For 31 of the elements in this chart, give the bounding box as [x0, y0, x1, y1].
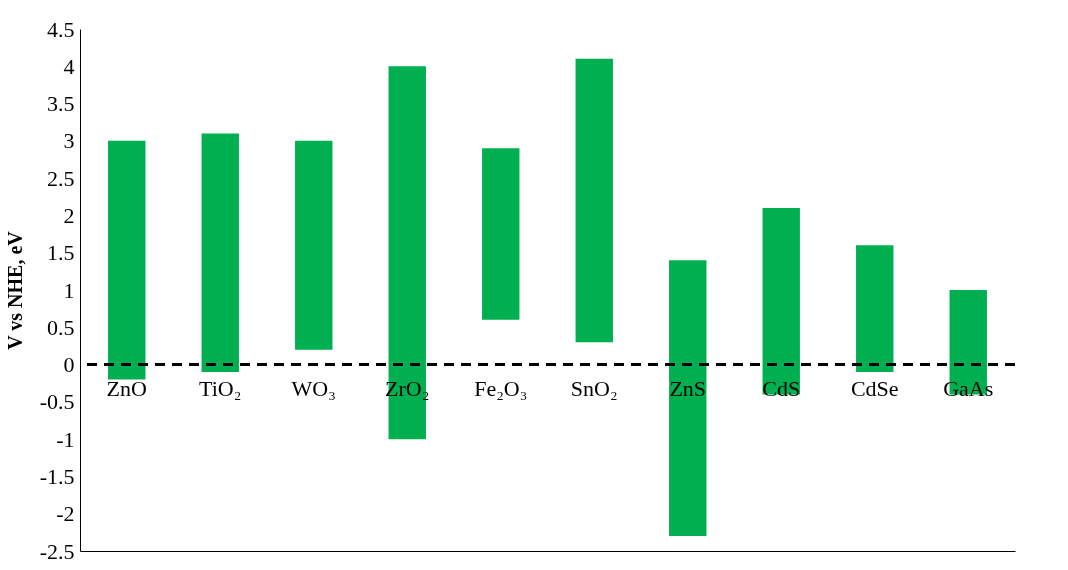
y-tick-label: 3.5 [47, 91, 75, 117]
bar [482, 148, 520, 320]
y-tick-label: 0 [63, 352, 75, 378]
x-tick-label: SnO₂ [570, 376, 618, 402]
y-axis-title: V vs NHE, eV [3, 230, 26, 350]
x-tick-label: ZnS [669, 376, 707, 402]
x-tick-label: CdSe [850, 376, 899, 402]
x-tick-label: WO₃ [291, 376, 336, 402]
y-tick-label: 0.5 [47, 314, 75, 340]
y-tick-label: -2 [56, 501, 75, 527]
x-tick-label: TiO₂ [199, 376, 242, 402]
y-tick-label: 3 [63, 128, 75, 154]
bar [295, 140, 333, 350]
bar [201, 133, 239, 373]
bar [856, 245, 894, 373]
x-tick-label: Fe₂O₃ [474, 376, 528, 402]
y-tick-label: -1 [56, 426, 75, 452]
y-tick-label: 2.5 [47, 165, 75, 191]
bar [575, 58, 613, 343]
y-tick-label: -2.5 [39, 538, 75, 564]
y-tick-label: -0.5 [39, 389, 75, 415]
x-tick-label: ZnO [106, 376, 147, 402]
y-tick-label: 4 [63, 53, 75, 79]
bar [762, 207, 800, 395]
y-tick-label: 1 [63, 277, 75, 303]
y-tick-label: 1.5 [47, 240, 75, 266]
y-tick-label: 4.5 [47, 16, 75, 42]
y-tick-label: -1.5 [39, 463, 75, 489]
y-tick-label: 2 [63, 202, 75, 228]
bar [669, 260, 707, 537]
bar [108, 140, 146, 380]
